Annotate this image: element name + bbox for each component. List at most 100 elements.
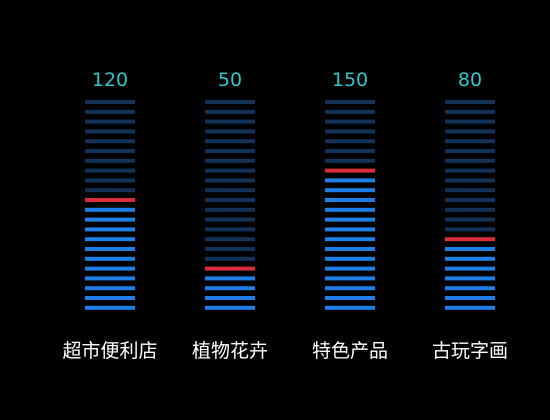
bar-2-segment	[325, 247, 375, 251]
bar-2-segment	[325, 139, 375, 144]
bar-0-segment	[85, 158, 135, 163]
bar-0-segment	[85, 119, 135, 124]
bar-0-segment	[85, 129, 135, 134]
bar-0-segment	[85, 188, 135, 193]
bar-3-segment	[445, 305, 495, 310]
bar-0-segment	[85, 109, 135, 114]
bar-3-segment	[445, 129, 495, 134]
bar-2-segment	[325, 276, 375, 281]
bar-2-segment	[325, 129, 375, 134]
bar-2-segment	[325, 149, 375, 153]
category-label-2: 特色产品	[312, 340, 388, 362]
bar-2-segment	[325, 286, 375, 291]
value-labels-group: 120 50 150 80	[92, 69, 482, 91]
bars-group	[85, 100, 495, 310]
bar-2-segment	[325, 109, 375, 114]
bar-1-segment	[205, 207, 255, 212]
bar-0-segment	[85, 149, 135, 153]
bar-0-segment	[85, 276, 135, 281]
bar-3-segment	[445, 207, 495, 212]
bar-1-segment	[205, 100, 255, 104]
bar-1-segment	[205, 296, 255, 300]
bar-0-segment	[85, 100, 135, 104]
bar-1-segment	[205, 109, 255, 114]
bar-3-segment	[445, 276, 495, 281]
bar-2-segment	[325, 217, 375, 222]
bar-2-segment	[325, 119, 375, 124]
bar-2-segment	[325, 100, 375, 104]
bar-3-segment	[445, 149, 495, 153]
bar-1	[205, 100, 255, 310]
bar-0-segment	[85, 168, 135, 173]
bar-3-segment	[445, 100, 495, 104]
value-label-0: 120	[92, 69, 128, 91]
bar-0-segment	[85, 266, 135, 271]
bar-0-segment	[85, 305, 135, 310]
bar-2-segment	[325, 158, 375, 163]
bar-0-segment	[85, 207, 135, 212]
value-label-3: 80	[458, 69, 482, 91]
bar-2-segment	[325, 266, 375, 271]
bar-3-segment	[445, 109, 495, 114]
bar-3-segment	[445, 266, 495, 271]
bar-3	[445, 100, 495, 310]
bar-3-segment	[445, 198, 495, 202]
bar-1-segment	[205, 227, 255, 232]
bar-1-segment	[205, 168, 255, 173]
bar-2-segment	[325, 207, 375, 212]
bar-2-segment	[325, 178, 375, 183]
bar-3-segment	[445, 178, 495, 183]
bar-1-segment	[205, 237, 255, 242]
value-label-2: 150	[332, 69, 368, 91]
bar-2-segment	[325, 198, 375, 202]
bar-0-segment	[85, 198, 135, 202]
bar-3-segment	[445, 247, 495, 251]
bar-0	[85, 100, 135, 310]
bar-2-segment	[325, 168, 375, 173]
bar-1-segment	[205, 119, 255, 124]
bar-0-segment	[85, 286, 135, 291]
bar-0-segment	[85, 237, 135, 242]
bar-1-segment	[205, 158, 255, 163]
bar-1-segment	[205, 129, 255, 134]
bar-1-segment	[205, 266, 255, 271]
bar-0-segment	[85, 296, 135, 300]
bar-0-segment	[85, 217, 135, 222]
bar-1-segment	[205, 188, 255, 193]
bar-3-segment	[445, 227, 495, 232]
bar-3-segment	[445, 286, 495, 291]
bar-2-segment	[325, 237, 375, 242]
bar-1-segment	[205, 198, 255, 202]
category-labels-group: 超市便利店 植物花卉 特色产品 古玩字画	[62, 340, 508, 362]
bar-3-segment	[445, 256, 495, 261]
bar-3-segment	[445, 217, 495, 222]
bar-1-segment	[205, 286, 255, 291]
bar-2	[325, 100, 375, 310]
bar-1-segment	[205, 217, 255, 222]
bar-3-segment	[445, 158, 495, 163]
bar-2-segment	[325, 227, 375, 232]
bar-2-segment	[325, 256, 375, 261]
bar-2-segment	[325, 296, 375, 300]
bar-1-segment	[205, 256, 255, 261]
bar-3-segment	[445, 139, 495, 144]
bar-1-segment	[205, 149, 255, 153]
bar-0-segment	[85, 139, 135, 144]
bar-0-segment	[85, 256, 135, 261]
bar-1-segment	[205, 276, 255, 281]
value-label-1: 50	[218, 69, 242, 91]
bar-0-segment	[85, 247, 135, 251]
category-label-3: 古玩字画	[432, 340, 508, 362]
bar-3-segment	[445, 237, 495, 242]
bar-2-segment	[325, 305, 375, 310]
bar-3-segment	[445, 188, 495, 193]
bar-0-segment	[85, 178, 135, 183]
bar-1-segment	[205, 178, 255, 183]
category-label-1: 植物花卉	[192, 340, 268, 362]
bar-3-segment	[445, 296, 495, 300]
bar-0-segment	[85, 227, 135, 232]
bar-3-segment	[445, 168, 495, 173]
bar-1-segment	[205, 139, 255, 144]
bar-3-segment	[445, 119, 495, 124]
